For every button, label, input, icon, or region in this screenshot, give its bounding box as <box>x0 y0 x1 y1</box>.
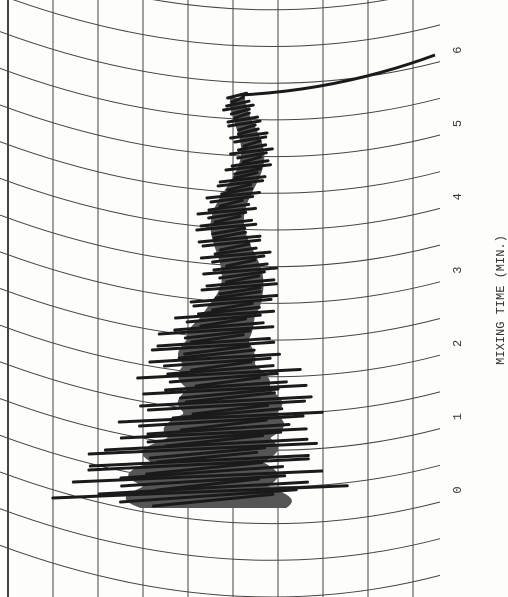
x-tick-label: 5 <box>451 120 465 127</box>
x-tick-label: 1 <box>451 413 465 420</box>
x-tick-label: 6 <box>451 47 465 54</box>
x-tick-label: 2 <box>451 340 465 347</box>
x-tick-label: 4 <box>451 193 465 200</box>
x-tick-label: 0 <box>451 486 465 493</box>
mixogram: MIXING TIME (MIN.) 0 1 2 3 4 5 6 <box>0 0 508 597</box>
axis-label: MIXING TIME (MIN.) <box>494 235 508 365</box>
x-tick-label: 3 <box>451 266 465 273</box>
